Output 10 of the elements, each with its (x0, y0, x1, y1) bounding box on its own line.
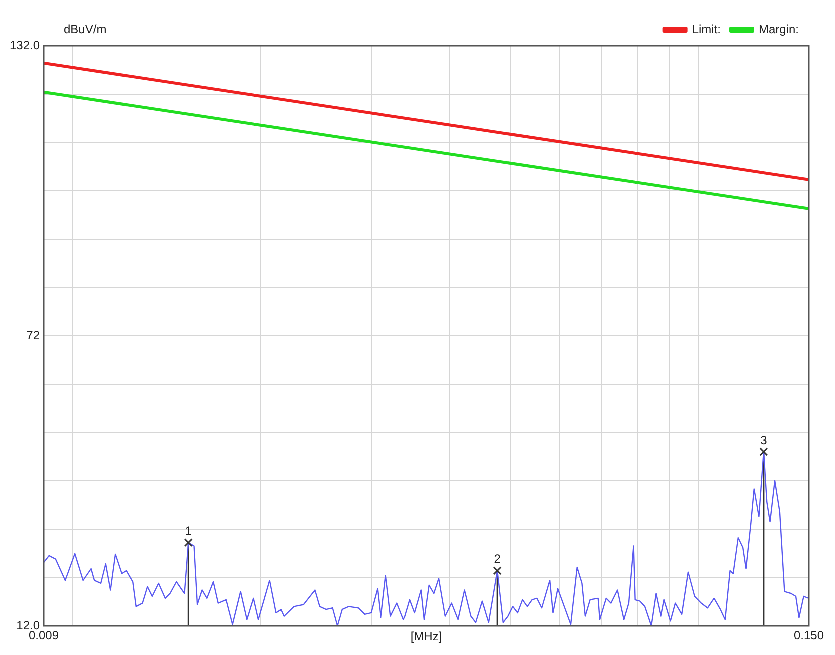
x-axis-title: [MHz] (410, 629, 442, 644)
annotation: 3 (760, 433, 768, 448)
y-axis-title: dBuV/m (64, 22, 107, 36)
x-tick-label: 0.150 (794, 628, 824, 643)
annotation: 2 (494, 552, 502, 566)
y-tick-label: 132.0 (10, 38, 40, 52)
annotation: 1 (185, 524, 192, 538)
legend-label: Margin: (758, 22, 799, 36)
legend-label: Limit: (692, 22, 721, 36)
y-tick-label: 72 (26, 328, 40, 342)
